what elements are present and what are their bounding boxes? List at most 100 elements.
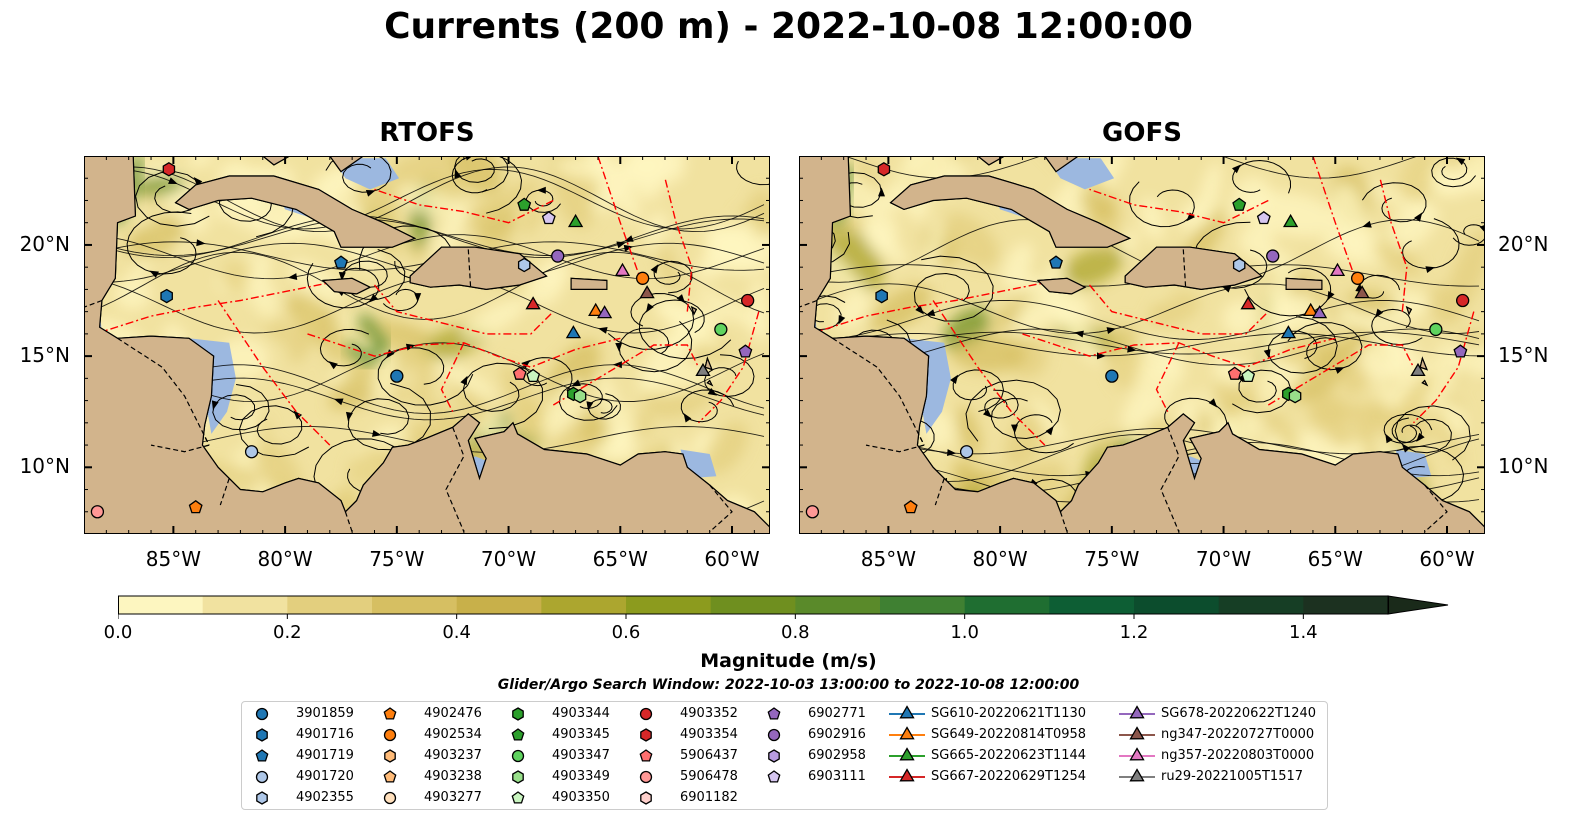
legend-marker[interactable] — [255, 770, 269, 784]
marker-ng347-20220727T0000[interactable] — [1354, 285, 1370, 299]
panel-title-rtofs: RTOFS — [379, 118, 475, 148]
legend-marker[interactable] — [256, 728, 268, 742]
marker-4901719[interactable] — [1049, 255, 1063, 269]
legend-marker[interactable] — [512, 770, 524, 784]
legend-marker[interactable] — [255, 749, 269, 762]
legend-marker[interactable] — [383, 791, 397, 805]
lon-tick-label: 85°W — [145, 547, 201, 571]
legend-marker[interactable] — [768, 749, 780, 763]
legend-marker[interactable] — [767, 707, 781, 720]
marker-5906478[interactable] — [90, 505, 105, 519]
marker-3901859[interactable] — [390, 369, 404, 383]
marker-4903349[interactable] — [1288, 388, 1302, 404]
legend-marker[interactable] — [256, 791, 268, 805]
legend-marker[interactable] — [1129, 747, 1145, 761]
marker-4903347[interactable] — [1429, 322, 1443, 337]
lon-tick-label: 70°W — [480, 547, 537, 571]
marker-6902771[interactable] — [1453, 344, 1468, 358]
legend-marker[interactable] — [1129, 726, 1145, 740]
legend-marker[interactable] — [512, 707, 524, 721]
legend-marker[interactable] — [899, 747, 915, 761]
legend-marker[interactable] — [383, 728, 397, 742]
marker-ng357-20220803T0000[interactable] — [614, 262, 631, 277]
legend-marker[interactable] — [1129, 768, 1145, 782]
marker-4901720[interactable] — [959, 445, 974, 459]
marker-SG678-20220622T1240[interactable] — [596, 305, 613, 319]
marker-SG610-20220621T1130[interactable] — [1280, 325, 1297, 339]
marker-4903345[interactable] — [517, 197, 532, 211]
legend-marker[interactable] — [640, 728, 652, 742]
marker-SG665-20220623T1144[interactable] — [1282, 213, 1299, 228]
marker-6903111[interactable] — [541, 210, 556, 225]
legend-marker[interactable] — [1129, 705, 1145, 719]
marker-SG649-20220814T0958[interactable] — [588, 302, 604, 317]
marker-4903354[interactable] — [877, 162, 891, 177]
marker-5906478[interactable] — [805, 505, 820, 519]
legend-marker-icon — [512, 770, 524, 784]
marker-4902476[interactable] — [188, 499, 203, 514]
legend-marker[interactable] — [255, 707, 269, 721]
marker-ng357-20220803T0000[interactable] — [1329, 262, 1346, 277]
marker-SG665-20220623T1144[interactable] — [567, 213, 584, 228]
marker-4902534[interactable] — [1350, 271, 1365, 285]
legend-label: 4903344 — [552, 706, 610, 721]
marker-4903350[interactable] — [1241, 368, 1256, 383]
legend-marker[interactable] — [383, 770, 397, 783]
marker-4901716[interactable] — [875, 288, 888, 304]
legend-marker[interactable] — [511, 749, 525, 763]
legend-label: 4901719 — [296, 748, 354, 763]
legend-label: 4901720 — [296, 769, 354, 784]
marker-ru29-20221005T1517[interactable] — [1410, 362, 1426, 377]
marker-ru29-20221005T1517[interactable] — [695, 362, 711, 377]
legend-glider-icon — [889, 768, 925, 782]
marker-4901720[interactable] — [244, 445, 259, 459]
map-panel-rtofs[interactable] — [84, 156, 770, 534]
marker-6903111[interactable] — [1256, 210, 1271, 225]
marker-4903352[interactable] — [1456, 293, 1470, 308]
legend-marker[interactable] — [767, 770, 781, 783]
legend-marker[interactable] — [639, 749, 653, 762]
lon-tick-label: 80°W — [972, 547, 1028, 571]
map-panel-gofs[interactable] — [799, 156, 1485, 534]
marker-4903349[interactable] — [573, 388, 587, 404]
legend-marker-icon — [767, 728, 781, 742]
legend-marker[interactable] — [899, 726, 915, 740]
legend-marker[interactable] — [899, 705, 915, 719]
marker-SG667-20220629T1254[interactable] — [1240, 296, 1256, 310]
marker-5906437[interactable] — [512, 366, 527, 380]
marker-4903354[interactable] — [162, 162, 176, 177]
legend-marker[interactable] — [383, 707, 397, 720]
legend-marker[interactable] — [384, 749, 396, 763]
legend-marker[interactable] — [511, 728, 525, 741]
marker-4903350[interactable] — [526, 368, 541, 383]
marker-4902476[interactable] — [903, 499, 918, 514]
marker-6902916[interactable] — [551, 249, 565, 263]
marker-SG667-20220629T1254[interactable] — [525, 296, 541, 310]
legend-marker-icon — [512, 707, 524, 721]
legend-marker[interactable] — [511, 791, 525, 804]
colorbar-tick-label: 1.4 — [1289, 622, 1318, 643]
legend-marker[interactable] — [639, 770, 653, 784]
legend-marker[interactable] — [767, 728, 781, 742]
legend-marker[interactable] — [899, 768, 915, 782]
legend-marker[interactable] — [640, 791, 652, 805]
marker-4902534[interactable] — [635, 271, 650, 285]
marker-4901719[interactable] — [334, 255, 348, 269]
marker-4901716[interactable] — [160, 288, 173, 304]
marker-4902355[interactable] — [517, 257, 531, 273]
marker-4903352[interactable] — [741, 293, 755, 308]
marker-6902771[interactable] — [738, 344, 753, 358]
marker-6902916[interactable] — [1266, 249, 1280, 263]
marker-SG678-20220622T1240[interactable] — [1311, 305, 1328, 319]
marker-4903345[interactable] — [1232, 197, 1247, 211]
marker-5906437[interactable] — [1227, 366, 1242, 380]
marker-3901859[interactable] — [1105, 369, 1119, 383]
marker-4903347[interactable] — [714, 322, 728, 337]
marker-ng347-20220727T0000[interactable] — [639, 285, 655, 299]
legend-marker[interactable] — [639, 707, 653, 721]
lat-tick-label-right: 20°N — [1498, 231, 1549, 256]
marker-4902355[interactable] — [1232, 257, 1246, 273]
lon-tick-label: 75°W — [1084, 547, 1140, 571]
marker-SG610-20220621T1130[interactable] — [565, 325, 582, 339]
marker-SG649-20220814T0958[interactable] — [1303, 302, 1319, 317]
